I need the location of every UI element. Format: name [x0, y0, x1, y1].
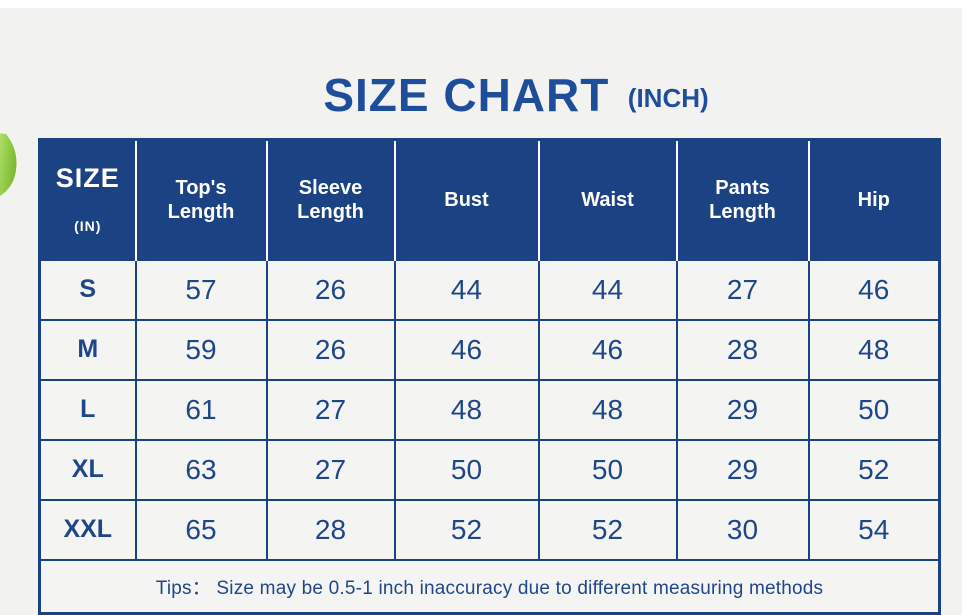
value-cell: 30 — [675, 498, 810, 561]
value-cell: 50 — [393, 438, 540, 501]
value-cell: 46 — [807, 258, 941, 321]
page-title-text: SIZE CHART — [323, 69, 610, 121]
size-cell: L — [38, 378, 137, 441]
value-cell: 52 — [807, 438, 941, 501]
value-cell: 52 — [393, 498, 540, 561]
value-cell: 27 — [265, 378, 396, 441]
size-cell: XXL — [38, 498, 137, 561]
value-cell: 48 — [537, 378, 678, 441]
value-cell: 27 — [265, 438, 396, 501]
table-row-l: L 61 27 48 48 29 50 — [38, 378, 941, 441]
size-cell: S — [38, 258, 137, 321]
value-cell: 26 — [265, 258, 396, 321]
value-cell: 46 — [393, 318, 540, 381]
table-row-s: S 57 26 44 44 27 46 — [38, 258, 941, 321]
size-header-unit: (IN) — [74, 218, 102, 234]
header-row: SIZE (IN) Top's Length Sleeve Length Bus… — [39, 139, 940, 260]
col-header-pants-length: Pants Length — [676, 139, 810, 260]
table-row-xl: XL 63 27 50 50 29 52 — [38, 438, 941, 501]
value-cell: 57 — [134, 258, 268, 321]
value-cell: 28 — [265, 498, 396, 561]
value-cell: 27 — [675, 258, 810, 321]
value-cell: 44 — [393, 258, 540, 321]
value-cell: 50 — [537, 438, 678, 501]
col-header-sleeve-length: Sleeve Length — [266, 139, 396, 260]
size-cell: M — [38, 318, 137, 381]
page-title: SIZE CHART (INCH) — [66, 68, 962, 122]
size-header-label: SIZE — [55, 163, 120, 193]
col-header-bust: Bust — [394, 139, 540, 260]
value-cell: 48 — [393, 378, 540, 441]
value-cell: 44 — [537, 258, 678, 321]
top-white-strip — [0, 0, 962, 8]
col-header-size: SIZE (IN) — [39, 139, 137, 260]
value-cell: 59 — [134, 318, 268, 381]
value-cell: 63 — [134, 438, 268, 501]
value-cell: 61 — [134, 378, 268, 441]
value-cell: 29 — [675, 378, 810, 441]
green-leaf-decor-icon — [0, 133, 17, 196]
value-cell: 28 — [675, 318, 810, 381]
value-cell: 52 — [537, 498, 678, 561]
col-header-tops-length: Top's Length — [135, 139, 268, 260]
size-cell: XL — [38, 438, 137, 501]
value-cell: 29 — [675, 438, 810, 501]
value-cell: 48 — [807, 318, 941, 381]
value-cell: 50 — [807, 378, 941, 441]
tips-row: Tips： Size may be 0.5-1 inch inaccuracy … — [38, 558, 941, 615]
value-cell: 54 — [807, 498, 941, 561]
table-row-xxl: XXL 65 28 52 52 30 54 — [38, 498, 941, 561]
value-cell: 65 — [134, 498, 268, 561]
value-cell: 46 — [537, 318, 678, 381]
col-header-waist: Waist — [538, 139, 678, 260]
value-cell: 26 — [265, 318, 396, 381]
table-row-m: M 59 26 46 46 28 48 — [38, 318, 941, 381]
col-header-hip: Hip — [808, 139, 940, 260]
tips-text: Tips： Size may be 0.5-1 inch inaccuracy … — [38, 558, 941, 615]
size-chart-table: SIZE (IN) Top's Length Sleeve Length Bus… — [38, 138, 941, 615]
page-title-unit: (INCH) — [627, 83, 709, 113]
